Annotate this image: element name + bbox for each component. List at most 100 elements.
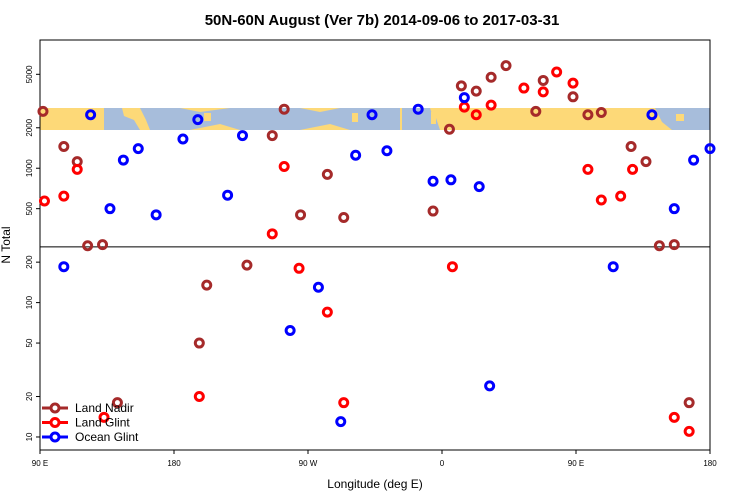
y-tick-label: 1000 (25, 159, 34, 177)
y-axis: 10 20 50 100 200 500 1000 2000 5000 (25, 65, 40, 441)
y-tick-label: 500 (25, 201, 34, 215)
data-point-land-glint (58, 190, 70, 202)
data-point-land-glint (683, 425, 695, 437)
x-tick-label: 90 E (32, 459, 48, 468)
data-point-land-glint (582, 163, 594, 175)
data-point-land-nadir (567, 91, 579, 103)
ocean-region (402, 108, 440, 130)
data-point-land-nadir (530, 105, 542, 117)
data-point-land-nadir (668, 239, 680, 251)
data-point-ocean-glint (222, 189, 234, 201)
legend-item-land-nadir: Land Nadir (42, 401, 134, 415)
series-land-glint (38, 66, 695, 437)
data-point-land-nadir (295, 209, 307, 221)
land-island (204, 113, 211, 121)
x-tick-label: 180 (703, 459, 717, 468)
data-point-land-glint (278, 161, 290, 173)
data-point-land-nadir (266, 130, 278, 142)
data-point-land-nadir (625, 141, 637, 153)
data-point-land-glint (518, 82, 530, 94)
data-point-ocean-glint (412, 103, 424, 115)
data-point-land-nadir (427, 205, 439, 217)
data-point-land-glint (668, 411, 680, 423)
data-point-land-nadir (653, 240, 665, 252)
data-point-ocean-glint (236, 130, 248, 142)
series-land-nadir (37, 60, 695, 409)
data-point-land-glint (537, 86, 549, 98)
data-point-land-glint (38, 195, 50, 207)
data-point-ocean-glint (704, 143, 716, 155)
data-point-land-nadir (82, 240, 94, 252)
data-point-land-glint (627, 163, 639, 175)
data-point-land-glint (71, 163, 83, 175)
data-point-land-nadir (640, 156, 652, 168)
data-point-land-nadir (201, 279, 213, 291)
data-point-ocean-glint (366, 109, 378, 121)
data-point-ocean-glint (312, 281, 324, 293)
data-point-land-glint (595, 194, 607, 206)
land-island (676, 114, 684, 121)
data-point-ocean-glint (85, 109, 97, 121)
x-axis-title: Longitude (deg E) (327, 477, 422, 491)
data-points (37, 60, 716, 437)
data-point-land-nadir (582, 109, 594, 121)
land-island (352, 113, 358, 122)
data-point-ocean-glint (117, 154, 129, 166)
data-point-land-nadir (485, 71, 497, 83)
legend-marker (49, 402, 61, 414)
data-point-land-nadir (241, 259, 253, 271)
data-point-ocean-glint (646, 109, 658, 121)
land-island (137, 112, 142, 122)
data-point-ocean-glint (58, 261, 70, 273)
data-point-land-nadir (338, 211, 350, 223)
data-point-land-nadir (683, 397, 695, 409)
data-point-land-glint (98, 411, 110, 423)
y-tick-label: 10 (25, 432, 34, 441)
legend-label: Land Glint (75, 416, 130, 430)
ocean-region (104, 108, 110, 130)
data-point-land-nadir (111, 397, 123, 409)
data-point-land-nadir (443, 123, 455, 135)
data-point-land-glint (321, 306, 333, 318)
chart-title: 50N-60N August (Ver 7b) 2014-09-06 to 20… (205, 12, 560, 29)
data-point-land-glint (567, 77, 579, 89)
data-point-ocean-glint (132, 143, 144, 155)
y-tick-label: 20 (25, 392, 34, 401)
y-tick-label: 200 (25, 255, 34, 269)
data-point-land-nadir (193, 337, 205, 349)
data-point-land-nadir (58, 141, 70, 153)
data-point-ocean-glint (688, 154, 700, 166)
legend-label: Land Nadir (75, 401, 134, 415)
data-point-land-glint (293, 262, 305, 274)
data-point-land-nadir (278, 103, 290, 115)
data-point-ocean-glint (473, 181, 485, 193)
data-point-land-nadir (97, 239, 109, 251)
data-point-land-glint (470, 109, 482, 121)
legend-marker (49, 431, 61, 443)
x-tick-label: 180 (167, 459, 181, 468)
data-point-ocean-glint (445, 174, 457, 186)
data-point-ocean-glint (484, 380, 496, 392)
data-point-ocean-glint (104, 203, 116, 215)
ocean-region (140, 108, 400, 130)
data-point-land-glint (485, 99, 497, 111)
legend-label: Ocean Glint (75, 430, 139, 444)
data-point-ocean-glint (427, 175, 439, 187)
y-axis-title: N Total (0, 226, 13, 263)
data-point-land-nadir (321, 168, 333, 180)
land-island (431, 112, 436, 124)
ocean-region (108, 108, 140, 130)
x-axis: 90 E 180 90 W 0 90 E 180 (32, 450, 717, 468)
data-point-land-glint (446, 261, 458, 273)
data-point-land-glint (193, 391, 205, 403)
land-islands (137, 112, 684, 124)
data-point-ocean-glint (607, 261, 619, 273)
plot-frame (39, 39, 711, 451)
x-tick-label: 90 E (568, 459, 584, 468)
y-tick-label: 100 (25, 295, 34, 309)
data-point-land-glint (615, 190, 627, 202)
data-point-ocean-glint (458, 92, 470, 104)
x-tick-label: 0 (440, 459, 445, 468)
